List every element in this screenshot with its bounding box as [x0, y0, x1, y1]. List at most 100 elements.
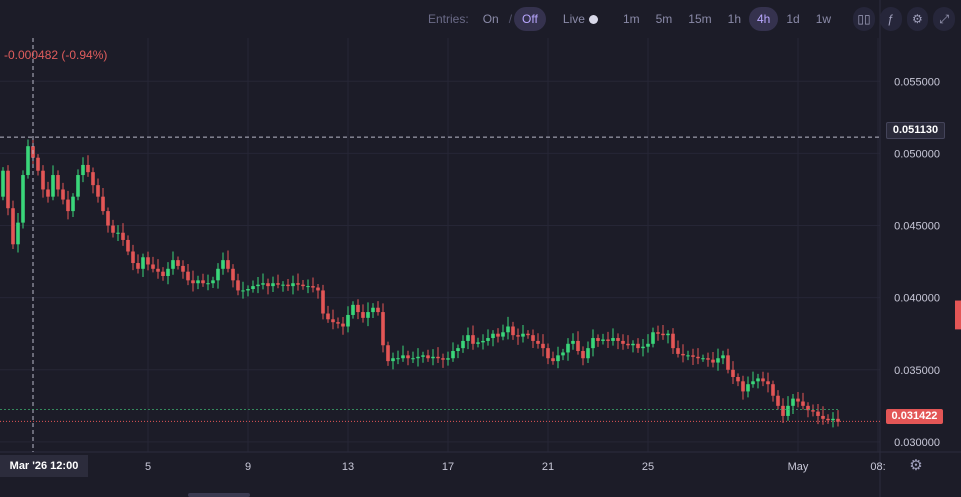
- candle-body: [581, 351, 585, 359]
- gear-icon[interactable]: ⚙: [906, 7, 929, 31]
- candle-body: [41, 170, 45, 190]
- candle-body: [801, 401, 805, 406]
- entries-off-button[interactable]: Off: [514, 7, 546, 31]
- candle-body: [476, 342, 480, 344]
- candle-body: [791, 398, 795, 406]
- candle-body: [326, 313, 330, 320]
- live-label: Live: [562, 12, 585, 26]
- interval-1d[interactable]: 1d: [786, 12, 800, 26]
- candle-body: [621, 340, 625, 344]
- candle-body: [331, 319, 335, 323]
- candle-body: [141, 257, 145, 269]
- candle-body: [796, 398, 800, 402]
- candle-body: [641, 346, 645, 349]
- candle-body: [111, 225, 115, 233]
- candle-body: [751, 381, 755, 385]
- candle-body: [176, 260, 180, 266]
- entries-on-button[interactable]: On: [482, 12, 499, 26]
- candle-body: [471, 335, 475, 344]
- candle-body: [406, 355, 410, 359]
- candle-body: [396, 358, 400, 360]
- candle-body: [76, 175, 80, 197]
- candle-body: [806, 405, 810, 411]
- interval-4h[interactable]: 4h: [749, 7, 779, 31]
- candle-body: [436, 356, 440, 359]
- candle-body: [586, 348, 590, 359]
- candle-body: [291, 283, 295, 287]
- candle-body: [106, 211, 110, 226]
- candle-body: [56, 175, 60, 190]
- candle-body: [51, 175, 55, 197]
- interval-1h[interactable]: 1h: [727, 12, 741, 26]
- candle-body: [401, 355, 405, 359]
- y-tick-label: 0.030000: [894, 437, 940, 449]
- candle-body: [376, 307, 380, 313]
- interval-1w[interactable]: 1w: [815, 12, 832, 26]
- x-tick-label: 21: [542, 461, 554, 473]
- entries-label: Entries:: [428, 12, 469, 26]
- candle-body: [786, 405, 790, 416]
- candle-body: [366, 312, 370, 318]
- candle-body: [286, 284, 290, 287]
- candle-body: [116, 232, 120, 234]
- candle-body: [81, 164, 85, 176]
- candle-body: [616, 338, 620, 341]
- candle-body: [721, 355, 725, 359]
- candle-body: [96, 185, 100, 197]
- candle-body: [736, 376, 740, 382]
- candle-body: [601, 339, 605, 341]
- candle-body: [256, 284, 260, 287]
- candle-body: [196, 280, 200, 284]
- crosshair-time-label: Mar '26 12:00: [0, 455, 88, 477]
- candle-body: [261, 283, 265, 285]
- candle-body: [206, 283, 210, 285]
- candle-body: [451, 351, 455, 359]
- y-tick-label: 0.040000: [894, 293, 940, 305]
- candle-body: [576, 340, 580, 352]
- fullscreen-icon[interactable]: ⤢: [933, 7, 955, 31]
- candle-body: [826, 418, 830, 421]
- candle-series[interactable]: [1, 137, 961, 428]
- candle-body: [181, 265, 185, 272]
- candle-body: [546, 348, 550, 359]
- candle-body: [771, 384, 775, 396]
- candle-body: [386, 345, 390, 362]
- candle-body: [486, 338, 490, 341]
- interval-1m[interactable]: 1m: [622, 12, 640, 26]
- candle-body: [691, 355, 695, 357]
- candle-body: [776, 395, 780, 406]
- axis-settings-icon[interactable]: ⚙: [909, 457, 923, 474]
- candle-body: [656, 332, 660, 334]
- candle-body: [6, 170, 10, 209]
- candlestick-icon[interactable]: ▯▯: [853, 7, 875, 31]
- last-price-label: 0.031422: [886, 409, 943, 424]
- candle-body: [591, 338, 595, 349]
- candle-body: [831, 418, 835, 421]
- candle-body: [161, 271, 165, 277]
- candle-body: [71, 196, 75, 212]
- candle-body: [481, 340, 485, 343]
- candle-body: [731, 369, 735, 377]
- y-axis: 0.055000 0.050000 0.045000 0.040000 0.035000…: [894, 76, 940, 449]
- indicator-icon[interactable]: ƒ: [879, 7, 902, 31]
- candle-body: [201, 280, 205, 284]
- interval-15m[interactable]: 15m: [688, 12, 712, 26]
- candle-body: [716, 358, 720, 363]
- interval-5m[interactable]: 5m: [655, 12, 673, 26]
- candle-body: [506, 326, 510, 333]
- candle-body: [101, 196, 105, 212]
- candle-body: [441, 358, 445, 360]
- live-toggle[interactable]: Live: [555, 7, 606, 31]
- candle-body: [416, 356, 420, 359]
- candle-body: [651, 332, 655, 344]
- y-tick-label: 0.055000: [894, 76, 940, 88]
- candle-body: [461, 340, 465, 349]
- candle-body: [121, 232, 125, 240]
- candle-body: [701, 358, 705, 360]
- candle-body: [86, 164, 90, 173]
- candle-body: [816, 411, 820, 416]
- scrollbar-thumb[interactable]: [188, 493, 250, 497]
- x-axis: 5 9 13 17 21 25 May 08:: [145, 461, 886, 473]
- candle-body: [16, 222, 20, 245]
